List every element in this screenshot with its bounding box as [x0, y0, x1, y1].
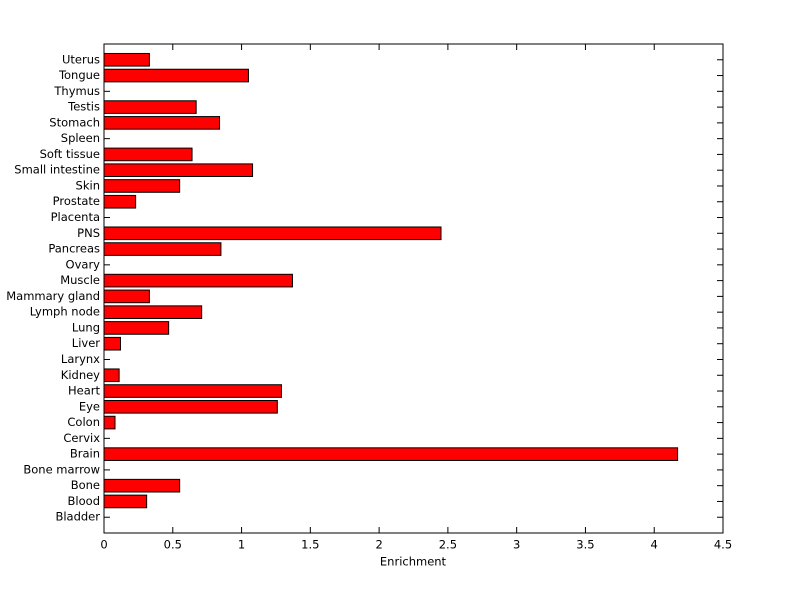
x-tick-label: 0.5 — [164, 538, 182, 552]
x-tick-label: 0 — [100, 538, 107, 552]
y-tick-label: Soft tissue — [40, 147, 100, 161]
x-tick-label: 4.5 — [714, 538, 732, 552]
y-tick-label: Bladder — [55, 510, 100, 524]
x-tick-label: 2.5 — [439, 538, 457, 552]
bar — [103, 384, 282, 398]
y-tick-label: Prostate — [53, 194, 100, 208]
y-tick-label: Bone marrow — [23, 462, 100, 476]
bar — [103, 226, 442, 241]
bar — [103, 415, 116, 430]
bar — [103, 242, 222, 256]
y-tick-label: Pancreas — [48, 242, 100, 256]
y-tick-label: Mammary gland — [6, 289, 100, 303]
x-tick-label: 1.5 — [301, 538, 319, 552]
y-tick-label: Kidney — [61, 368, 100, 382]
bar — [103, 52, 150, 67]
x-axis-label: Enrichment — [380, 555, 447, 569]
y-tick-label: Small intestine — [14, 163, 100, 177]
y-tick-label: PNS — [77, 226, 100, 240]
bar — [103, 447, 679, 461]
y-tick-label: Lung — [72, 320, 100, 334]
bar — [103, 305, 203, 319]
y-tick-label: Stomach — [49, 115, 100, 129]
y-tick-label: Lymph node — [30, 305, 100, 319]
y-tick-label: Brain — [70, 447, 100, 461]
x-tick-label: 1 — [238, 538, 245, 552]
y-tick-label: Liver — [72, 336, 100, 350]
x-tick-label: 3.5 — [576, 538, 594, 552]
y-tick-label: Cervix — [63, 431, 100, 445]
bar — [103, 100, 197, 114]
y-tick-label: Uterus — [62, 52, 100, 66]
y-tick-label: Placenta — [51, 210, 100, 224]
bar — [103, 273, 293, 288]
bar — [103, 116, 221, 130]
y-tick-label: Colon — [67, 415, 100, 429]
y-tick-label: Skin — [76, 178, 100, 192]
x-tick-label: 4 — [651, 538, 658, 552]
bar — [103, 194, 137, 209]
y-tick-label: Tongue — [58, 68, 100, 82]
y-tick-label: Bone — [71, 478, 100, 492]
bar — [103, 289, 150, 304]
y-tick-label: Thymus — [53, 84, 100, 98]
x-tick-label: 2 — [375, 538, 382, 552]
y-tick-label: Heart — [68, 384, 100, 398]
bar — [103, 368, 120, 383]
bar — [103, 336, 122, 351]
x-tick-label: 3 — [513, 538, 520, 552]
y-tick-label: Muscle — [60, 273, 100, 287]
y-tick-label: Ovary — [66, 257, 101, 271]
bar — [103, 147, 193, 162]
bar — [103, 321, 170, 335]
y-tick-label: Testis — [67, 100, 100, 114]
bar — [103, 163, 254, 178]
bar — [103, 68, 249, 83]
bar — [103, 478, 181, 493]
bar — [103, 179, 181, 193]
y-tick-label: Spleen — [61, 131, 100, 145]
y-tick-label: Eye — [79, 399, 100, 413]
bar — [103, 494, 148, 509]
y-tick-label: Larynx — [61, 352, 100, 366]
bar — [103, 399, 278, 414]
y-tick-label: Blood — [68, 494, 100, 508]
